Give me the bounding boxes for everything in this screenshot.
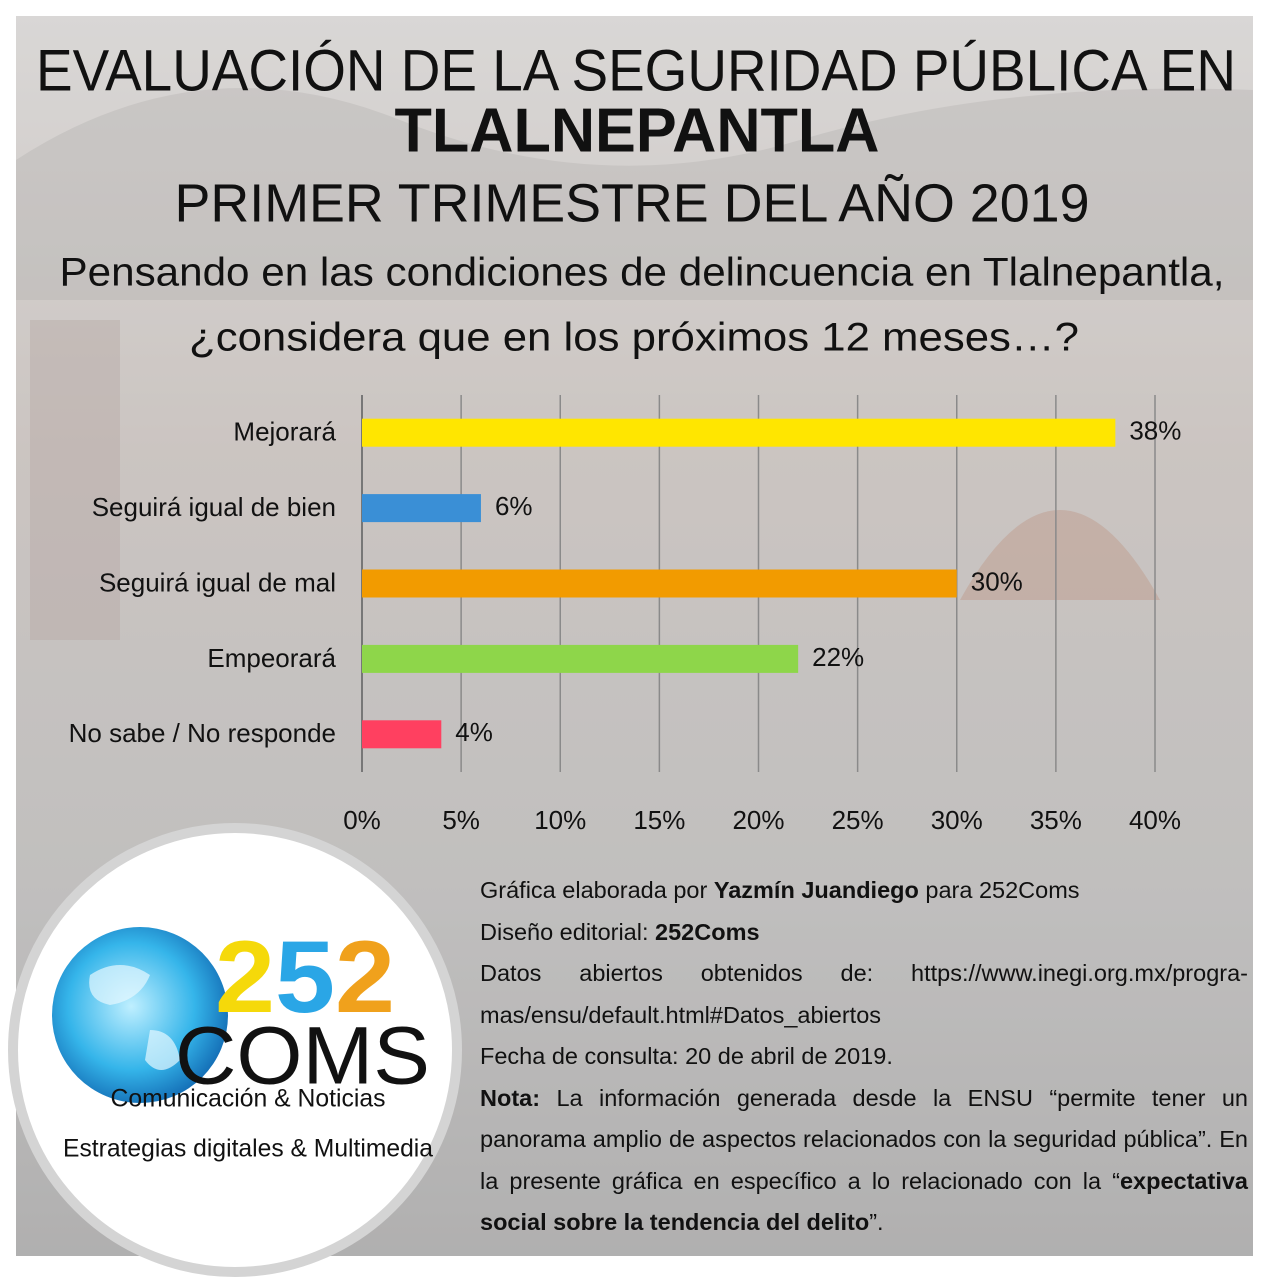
x-tick-label: 30%	[931, 805, 983, 835]
credit-emphasis: expectativa social sobre la tendencia de…	[480, 1167, 1248, 1236]
x-tick-label: 35%	[1030, 805, 1082, 835]
logo: 252 COMS Comunicación & Noticias Estrate…	[8, 823, 462, 1277]
logo-number: 252	[215, 920, 395, 1034]
logo-tagline: Comunicación & Noticias	[111, 1085, 386, 1113]
credit-text: para 252Coms	[918, 877, 1080, 903]
credit-line: Datos abiertos obtenidos de: https://www…	[480, 953, 1248, 1036]
bar	[362, 418, 1116, 447]
bar	[362, 494, 481, 523]
category-label: No sabe / No responde	[69, 718, 336, 748]
credit-line: Fecha de consulta: 20 de abril de 2019.	[480, 1036, 1248, 1078]
bar	[362, 644, 799, 673]
credit-line: Nota: La información generada desde la E…	[480, 1078, 1248, 1244]
x-tick-label: 0%	[343, 805, 381, 835]
header-line: PRIMER TRIMESTRE DEL AÑO 2019	[175, 173, 1090, 233]
credit-text: La información generada desde la ENSU “p…	[480, 1084, 1248, 1194]
category-label: Empeorará	[207, 643, 336, 673]
value-label: 6%	[495, 491, 533, 521]
logo-tagline: Estrategias digitales & Multimedia	[63, 1135, 433, 1163]
credit-emphasis: Yazmín Juandiego	[713, 877, 919, 903]
x-tick-label: 40%	[1129, 805, 1181, 835]
logo-digit: 2	[215, 920, 275, 1034]
x-tick-label: 25%	[832, 805, 884, 835]
credit-line: Gráfica elaborada por Yazmín Juandiego p…	[480, 870, 1248, 912]
logo-digit: 5	[275, 920, 335, 1034]
x-tick-label: 20%	[732, 805, 784, 835]
kiosk-dome	[960, 510, 1160, 600]
credit-text: Diseño editorial:	[480, 918, 656, 945]
credit-line: Diseño editorial: 252Coms	[480, 912, 1248, 954]
credits: Gráfica elaborada por Yazmín Juandiego p…	[480, 870, 1248, 1244]
credit-emphasis: Nota:	[480, 1084, 541, 1111]
globe	[52, 927, 228, 1103]
category-label: Seguirá igual de bien	[92, 492, 336, 522]
chart-title: Pensando en las condiciones de delincuen…	[60, 251, 1225, 295]
header-highlight: TLALNEPANTLA	[395, 96, 880, 165]
x-tick-label: 15%	[633, 805, 685, 835]
clock-tower	[30, 320, 120, 640]
x-tick-label: 10%	[534, 805, 586, 835]
value-label: 30%	[971, 566, 1023, 596]
credit-emphasis: 252Coms	[655, 918, 760, 945]
bar	[362, 569, 957, 598]
credit-text: ”.	[869, 1209, 884, 1235]
logo-digit: 2	[335, 920, 395, 1034]
category-label: Mejorará	[233, 417, 336, 447]
chart-title: ¿considera que en los próximos 12 meses……	[189, 316, 1079, 360]
continents	[89, 965, 180, 1070]
mountains	[16, 88, 1253, 300]
value-label: 38%	[1129, 416, 1181, 446]
x-tick-label: 5%	[442, 805, 480, 835]
credit-text: Datos abiertos obtenidos de: https://www…	[480, 960, 1248, 1028]
credit-text: Fecha de consulta: 20 de abril de 2019.	[480, 1043, 893, 1069]
category-label: Seguirá igual de mal	[99, 567, 336, 597]
credit-text: Gráfica elaborada por	[480, 877, 714, 903]
value-label: 22%	[812, 642, 864, 672]
value-label: 4%	[455, 717, 493, 747]
logo-name: COMS	[175, 1011, 430, 1102]
bar	[362, 720, 442, 749]
header-line: EVALUACIÓN DE LA SEGURIDAD PÚBLICA EN	[36, 38, 1236, 103]
